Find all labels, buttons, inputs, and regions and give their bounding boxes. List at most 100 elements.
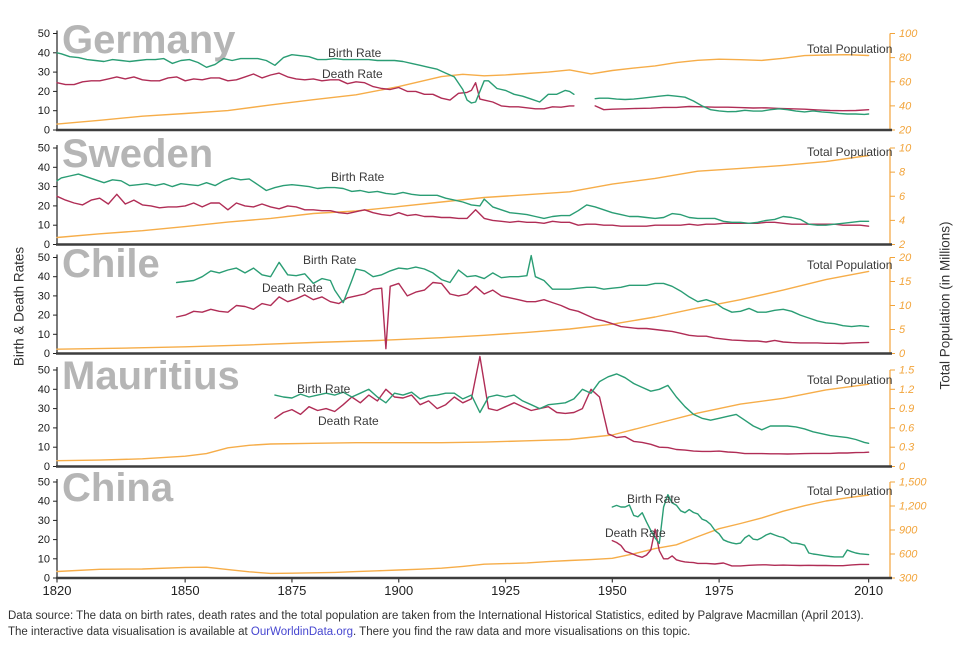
mauritius-right-tick-label: 0.3 [899, 442, 915, 454]
china-left-tick-label: 20 [38, 534, 50, 546]
x-axis-tick-label: 1950 [598, 583, 627, 598]
chile-left-tick-label: 50 [38, 252, 50, 264]
sweden-right-tick-label: 2 [898, 239, 905, 251]
data-source-note: Data source: The data on birth rates, de… [8, 610, 864, 622]
chile-right-tick-label: 5 [899, 324, 906, 336]
panel-title-germany: Germany [62, 18, 236, 62]
panel-title-china: China [62, 466, 174, 510]
visualisation-note-suffix: . There you find the raw data and more v… [352, 626, 691, 638]
x-axis-tick-label: 1850 [171, 583, 200, 598]
china-death-rate-line [611, 528, 870, 567]
mauritius-total-population-line [56, 383, 870, 462]
sweden-death-rate-line [56, 193, 870, 227]
china-left-tick-label: 50 [38, 477, 50, 489]
chile-left-tick-label: 30 [38, 290, 50, 302]
mauritius-left-tick-label: 10 [38, 442, 50, 454]
mauritius-left-tick-label: 40 [38, 384, 50, 396]
mauritius-right-tick-label: 0 [899, 461, 906, 473]
x-axis-tick-label: 1975 [705, 583, 734, 598]
mauritius-death-rate-label: Death Rate [318, 414, 379, 428]
mauritius-left-tick-label: 0 [44, 461, 50, 473]
germany-right-tick-label: 60 [899, 76, 912, 88]
germany-birth-rate-line [594, 94, 870, 116]
visualisation-note-prefix: The interactive data visualisation is av… [8, 626, 251, 638]
mauritius-total-population-label: Total Population [807, 373, 893, 387]
sweden-left-tick-label: 10 [38, 220, 50, 232]
x-axis-tick-label: 1820 [43, 583, 72, 598]
visualisation-note: The interactive data visualisation is av… [8, 626, 690, 638]
china-right-tick-label: 1,200 [899, 501, 927, 513]
chile-total-population-label: Total Population [807, 258, 893, 272]
sweden-right-tick-label: 10 [899, 143, 912, 155]
china-death-rate-label: Death Rate [605, 526, 666, 540]
germany-death-rate-line [56, 72, 575, 110]
germany-left-tick-label: 30 [38, 67, 50, 79]
chile-right-tick-label: 10 [899, 300, 912, 312]
china-birth-rate-line [611, 494, 870, 558]
china-birth-rate-label: Birth Rate [627, 492, 681, 506]
sweden-right-tick-label: 8 [899, 167, 906, 179]
mauritius-right-tick-label: 1.5 [899, 365, 915, 377]
chile-right-tick-label: 20 [898, 252, 912, 264]
germany-right-tick-label: 80 [899, 52, 912, 64]
panel-title-mauritius: Mauritius [62, 354, 240, 398]
sweden-left-tick-label: 50 [38, 143, 50, 155]
sweden-left-tick-label: 40 [38, 162, 50, 174]
mauritius-birth-rate-label: Birth Rate [297, 382, 351, 396]
ourworldindata-link[interactable]: OurWorldinData.org [250, 626, 353, 638]
chile-birth-rate-line [175, 254, 870, 328]
y-axis-title-right: Total Population (in Millions) [937, 221, 953, 390]
chile-right-tick-label: 15 [899, 276, 912, 288]
germany-left-tick-label: 10 [38, 105, 50, 117]
mauritius-death-rate-line [274, 355, 870, 455]
germany-left-tick-label: 0 [44, 125, 50, 137]
mauritius-right-tick-label: 1.2 [899, 384, 914, 396]
china-right-tick-label: 1,500 [899, 477, 927, 489]
germany-right-tick-label: 20 [898, 125, 912, 137]
mauritius-birth-rate-line [274, 373, 870, 444]
china-total-population-label: Total Population [807, 484, 893, 498]
x-axis-tick-label: 1925 [491, 583, 520, 598]
sweden-right-tick-label: 6 [899, 191, 906, 203]
x-axis-tick-label: 1875 [277, 583, 306, 598]
chile-total-population-line [56, 270, 870, 350]
china-right-tick-label: 900 [899, 525, 918, 537]
sweden-left-tick-label: 30 [38, 181, 50, 193]
sweden-total-population-line [56, 154, 870, 239]
y-axis-title-left: Birth & Death Rates [11, 246, 27, 367]
chile-right-tick-label: 0 [899, 348, 906, 360]
germany-left-tick-label: 20 [38, 86, 50, 98]
germany-right-tick-label: 100 [899, 28, 918, 40]
germany-birth-rate-label: Birth Rate [328, 46, 382, 60]
sweden-birth-rate-line [56, 173, 870, 226]
sweden-left-tick-label: 0 [44, 239, 50, 251]
sweden-total-population-label: Total Population [807, 145, 893, 159]
germany-right-tick-label: 40 [899, 100, 912, 112]
china-left-tick-label: 0 [44, 573, 50, 585]
chile-left-tick-label: 0 [44, 348, 50, 360]
sweden-left-tick-label: 20 [38, 200, 50, 212]
x-axis-tick-label: 2010 [854, 583, 883, 598]
chile-death-rate-line [175, 281, 870, 350]
china-right-tick-label: 600 [899, 549, 918, 561]
chile-left-tick-label: 40 [38, 271, 50, 283]
germany-left-tick-label: 40 [38, 47, 50, 59]
china-left-tick-label: 30 [38, 515, 50, 527]
mauritius-left-tick-label: 30 [38, 403, 50, 415]
mauritius-left-tick-label: 50 [38, 365, 50, 377]
chile-death-rate-label: Death Rate [262, 281, 323, 295]
sweden-birth-rate-label: Birth Rate [331, 170, 385, 184]
panel-title-sweden: Sweden [62, 132, 214, 176]
mauritius-right-tick-label: 0.9 [899, 403, 914, 415]
china-left-tick-label: 40 [38, 496, 50, 508]
germany-total-population-line [56, 54, 870, 125]
germany-left-tick-label: 50 [38, 28, 50, 40]
germany-birth-rate-line [56, 52, 575, 104]
germany-death-rate-line [594, 105, 870, 112]
germany-total-population-label: Total Population [807, 42, 893, 56]
chile-birth-rate-label: Birth Rate [303, 253, 357, 267]
germany-death-rate-label: Death Rate [322, 67, 383, 81]
panel-title-chile: Chile [62, 242, 160, 286]
